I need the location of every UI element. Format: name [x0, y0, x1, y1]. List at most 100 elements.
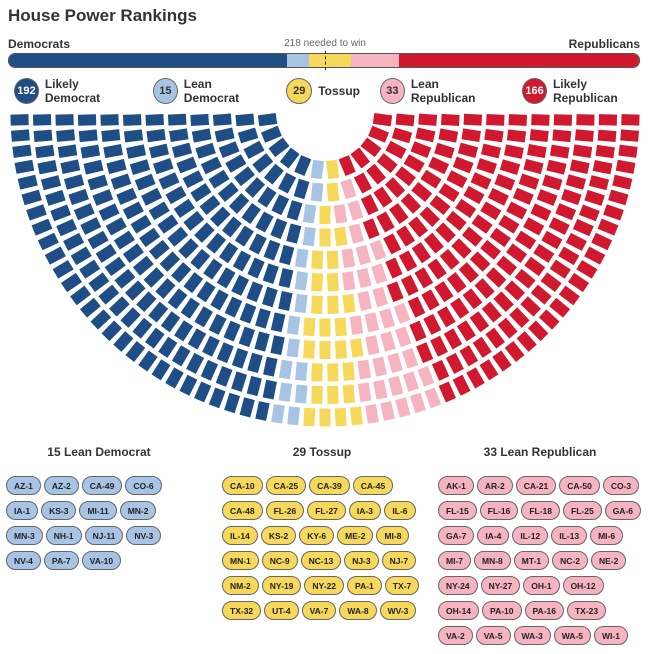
district-pill[interactable]: NJ-3	[344, 551, 379, 570]
district-pill[interactable]: PA-1	[347, 576, 382, 595]
seat-likely-dem	[262, 263, 279, 284]
seat-likely-dem	[63, 174, 85, 190]
district-pill[interactable]: VA-10	[81, 551, 122, 570]
seat-likely-rep	[506, 129, 527, 143]
seat-likely-rep	[565, 232, 587, 251]
district-pill[interactable]: CA-25	[265, 476, 307, 495]
seat-likely-dem	[278, 267, 294, 289]
seat-likely-rep	[558, 285, 580, 306]
district-pill[interactable]: WA-3	[513, 626, 551, 645]
district-pill[interactable]: NY-27	[480, 576, 521, 595]
seat-tossup	[311, 385, 323, 405]
district-pill[interactable]: NY-19	[261, 576, 302, 595]
district-pill[interactable]: IL-14	[222, 526, 258, 545]
district-pill[interactable]: KY-6	[299, 526, 335, 545]
district-pill[interactable]: WA-5	[553, 626, 591, 645]
district-pill[interactable]: MI-7	[438, 551, 471, 570]
district-pill[interactable]: MI-8	[376, 526, 410, 545]
district-pill[interactable]: CO-6	[125, 476, 162, 495]
district-pill[interactable]: IA-1	[6, 501, 39, 520]
district-pill[interactable]: OH-12	[562, 576, 604, 595]
seat-likely-rep	[471, 214, 493, 234]
district-pill[interactable]: WA-8	[339, 601, 377, 620]
legend-item-tossup: 29 Tossup	[286, 78, 360, 104]
district-pill[interactable]: MI-11	[79, 501, 117, 520]
district-pill[interactable]: AR-2	[476, 476, 513, 495]
district-pill[interactable]: MN-8	[474, 551, 511, 570]
district-pill[interactable]: OH-1	[523, 576, 560, 595]
district-pill[interactable]: WV-3	[379, 601, 417, 620]
district-pill[interactable]: GA-6	[604, 501, 641, 520]
seat-likely-rep	[518, 173, 540, 190]
district-pill[interactable]: NJ-7	[381, 551, 417, 570]
district-pill[interactable]: IL-13	[551, 526, 588, 545]
district-pill[interactable]: IA-3	[348, 501, 381, 520]
district-pill[interactable]: NC-13	[300, 551, 342, 570]
district-pill[interactable]: CA-45	[352, 476, 394, 495]
district-pill[interactable]: NY-22	[304, 576, 345, 595]
district-pill[interactable]: OH-14	[438, 601, 480, 620]
district-pill[interactable]: NH-1	[45, 526, 82, 545]
district-pill[interactable]: AK-1	[438, 476, 474, 495]
seat-likely-dem	[248, 233, 267, 255]
district-pill[interactable]: NM-2	[222, 576, 259, 595]
district-pill[interactable]: MI-6	[590, 526, 624, 545]
seat-likely-dem	[165, 185, 187, 205]
district-pill[interactable]: ME-2	[337, 526, 374, 545]
district-pill[interactable]: VA-7	[301, 601, 337, 620]
district-pill[interactable]: FL-16	[479, 501, 519, 520]
district-pill[interactable]: MT-1	[513, 551, 550, 570]
seat-likely-dem	[145, 113, 164, 126]
district-pill[interactable]: CA-21	[515, 476, 557, 495]
district-pill[interactable]: MN-2	[119, 501, 157, 520]
district-pill[interactable]: CA-10	[222, 476, 263, 495]
seat-likely-rep	[421, 289, 440, 311]
district-pill[interactable]: TX-23	[566, 601, 607, 620]
district-pill[interactable]: NJ-11	[84, 526, 124, 545]
district-pill[interactable]: PA-7	[43, 551, 79, 570]
seat-likely-dem	[77, 114, 97, 126]
district-pill[interactable]: IL-12	[512, 526, 549, 545]
district-pill[interactable]: CA-49	[81, 476, 123, 495]
seat-likely-rep	[469, 311, 490, 333]
seat-likely-dem	[32, 114, 52, 126]
district-pill[interactable]: TX-32	[222, 601, 262, 620]
seat-likely-rep	[458, 262, 479, 283]
district-pill[interactable]: CA-39	[309, 476, 350, 495]
district-pill[interactable]: PA-10	[482, 601, 522, 620]
district-pill[interactable]: VA-2	[438, 626, 473, 645]
district-pill[interactable]: TX-7	[384, 576, 420, 595]
district-pill[interactable]: IL-6	[383, 501, 416, 520]
district-pill[interactable]: CO-3	[602, 476, 640, 495]
district-pill[interactable]: KS-3	[41, 501, 77, 520]
district-pill[interactable]: FL-15	[438, 501, 477, 520]
district-pill[interactable]: CA-48	[222, 501, 263, 520]
district-pill[interactable]: NY-24	[438, 576, 478, 595]
district-pill[interactable]: NV-4	[6, 551, 41, 570]
seat-likely-dem	[215, 366, 233, 387]
district-pill[interactable]: CA-50	[559, 476, 600, 495]
district-pill[interactable]: UT-4	[264, 601, 299, 620]
district-pill[interactable]: NC-2	[552, 551, 588, 570]
district-pill[interactable]: VA-5	[475, 626, 511, 645]
district-pill[interactable]: FL-25	[563, 501, 602, 520]
district-pill[interactable]: FL-27	[307, 501, 346, 520]
district-pill[interactable]: NV-3	[126, 526, 162, 545]
district-pill[interactable]: PA-16	[524, 601, 564, 620]
district-pill[interactable]: MN-1	[222, 551, 259, 570]
seat-likely-rep	[366, 163, 387, 185]
district-pill[interactable]: WI-1	[594, 626, 628, 645]
district-pill[interactable]: AZ-1	[6, 476, 41, 495]
district-pill[interactable]: FL-26	[265, 501, 305, 520]
district-pill[interactable]: NE-2	[591, 551, 627, 570]
district-pill[interactable]: KS-2	[260, 526, 297, 545]
district-pill[interactable]: AZ-2	[43, 476, 79, 495]
district-pill[interactable]: MN-3	[6, 526, 43, 545]
district-pill[interactable]: GA-7	[438, 526, 475, 545]
seat-tossup	[342, 293, 356, 314]
district-pill[interactable]: IA-4	[477, 526, 510, 545]
district-pill[interactable]: NC-9	[261, 551, 298, 570]
bar-segment-likely-dem	[9, 54, 288, 67]
seat-likely-dem	[122, 243, 144, 263]
district-pill[interactable]: FL-18	[521, 501, 561, 520]
